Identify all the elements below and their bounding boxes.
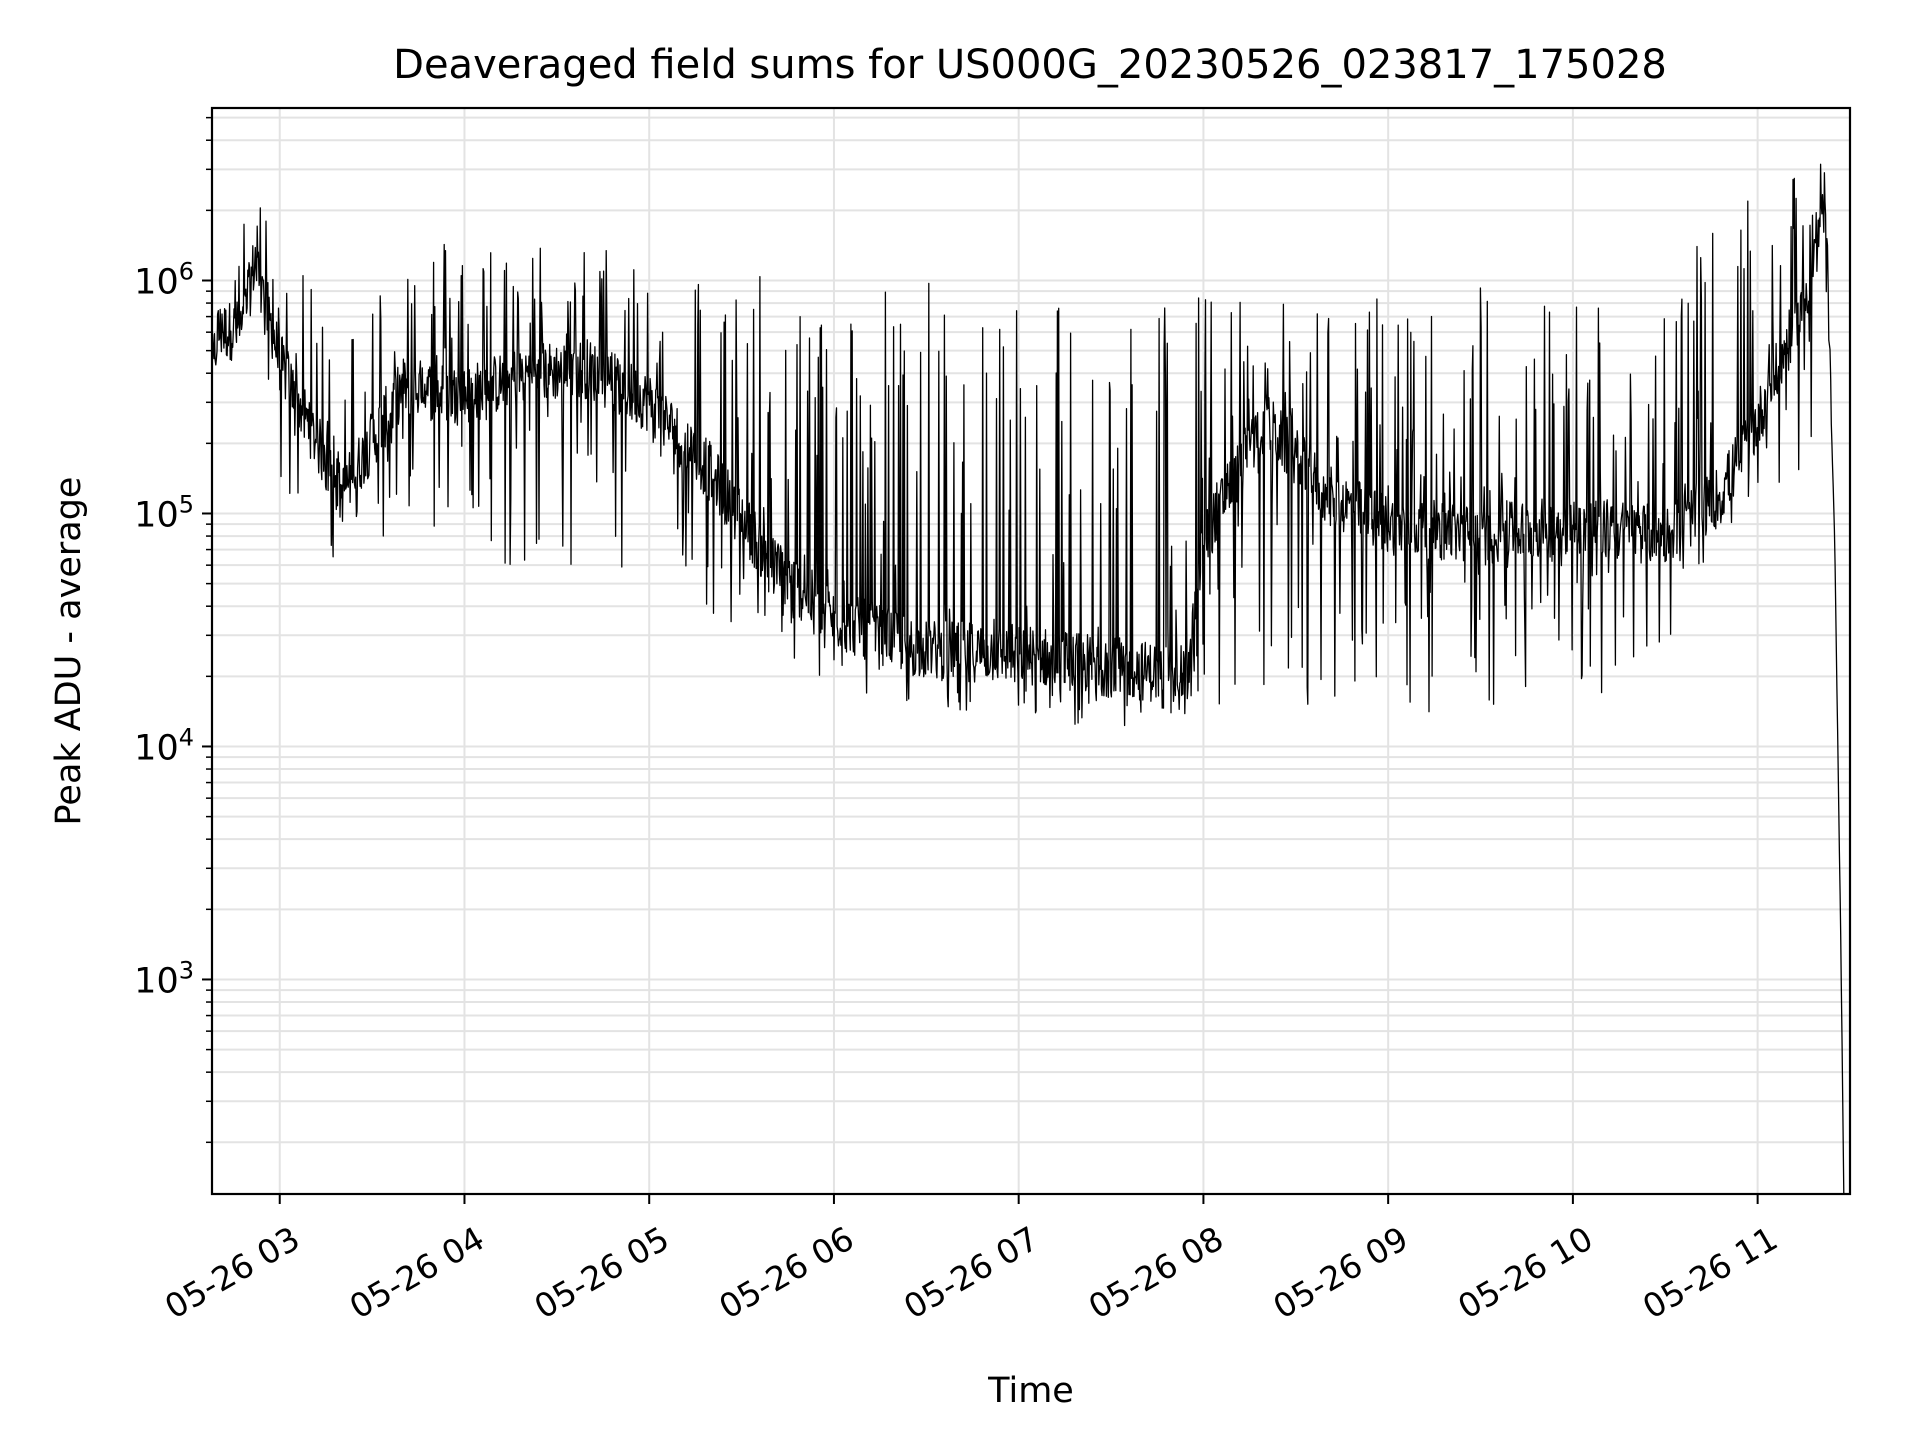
y-tick-label: 106 — [134, 257, 194, 302]
grid-layer — [212, 108, 1850, 1194]
y-tick-label: 104 — [134, 723, 194, 768]
series-line — [211, 163, 1845, 1195]
y-tick-label: 105 — [134, 490, 194, 535]
plot-frame — [210, 106, 1852, 1196]
chart-title: Deaveraged field sums for US000G_2023052… — [393, 42, 1667, 88]
y-axis-label: Peak ADU - average — [49, 477, 89, 826]
y-tick-label: 103 — [134, 956, 194, 1001]
x-axis-label: Time — [987, 1371, 1074, 1411]
series-layer — [211, 163, 1845, 1195]
